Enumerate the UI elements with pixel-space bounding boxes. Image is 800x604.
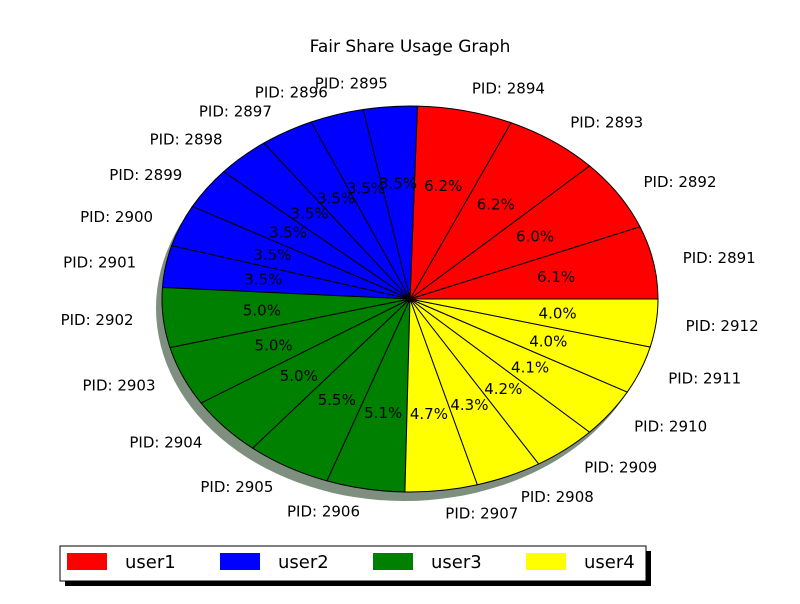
slice-pid-label: PID: 2894 [472,79,545,97]
slice-pid-label: PID: 2898 [150,131,223,149]
legend: user1 user2 user3 user4 [59,545,651,586]
slice-percent-label: 4.1% [511,358,549,376]
slice-percent-label: 5.0% [280,367,318,385]
slice-percent-label: 3.5% [244,270,282,288]
slice-percent-label: 5.1% [364,404,402,422]
slice-pid-label: PID: 2910 [634,418,707,436]
slice-pid-label: PID: 2906 [287,503,360,521]
slice-percent-label: 4.2% [484,380,522,398]
slice-percent-label: 4.3% [450,396,488,414]
slice-percent-label: 3.5% [253,246,291,264]
legend-label-user4: user4 [584,552,635,573]
slice-pid-label: PID: 2900 [80,208,153,226]
slice-pid-label: PID: 2891 [683,249,756,267]
slice-percent-label: 6.1% [537,268,575,286]
slice-pid-label: PID: 2899 [109,166,182,184]
slice-pid-label: PID: 2911 [668,370,741,388]
slice-pid-label: PID: 2903 [82,377,155,395]
slice-pid-label: PID: 2908 [521,488,594,506]
chart-title: Fair Share Usage Graph [310,37,511,57]
legend-label-user1: user1 [125,552,176,573]
pie-slice [409,298,659,348]
legend-swatch-user4 [526,553,566,570]
slice-percent-label: 3.5% [347,179,385,197]
slice-pid-label: PID: 2909 [584,458,657,476]
slice-pid-label: PID: 2912 [686,317,759,335]
legend-label-user2: user2 [278,552,329,573]
legend-swatch-user2 [220,553,260,570]
pie-slices [161,105,659,493]
slice-pid-label: PID: 2902 [61,311,134,329]
slice-pid-label: PID: 2901 [63,254,136,272]
slice-percent-label: 5.0% [255,336,293,354]
slice-percent-label: 6.2% [424,177,462,195]
slice-percent-label: 4.7% [410,405,448,423]
legend-swatch-user1 [67,553,107,570]
slice-percent-label: 6.0% [516,227,554,245]
slice-pid-label: PID: 2893 [570,113,643,131]
legend-label-user3: user3 [431,552,482,573]
slice-pid-label: PID: 2905 [200,478,273,496]
legend-swatch-user3 [373,553,413,570]
slice-percent-label: 6.2% [477,195,515,213]
slice-percent-label: 3.5% [317,190,355,208]
slice-pid-label: PID: 2907 [445,504,518,522]
slice-percent-label: 4.0% [529,333,567,351]
slice-pid-label: PID: 2895 [315,75,388,93]
percent-labels: 6.1%6.0%6.2%6.2%3.5%3.5%3.5%3.5%3.5%3.5%… [243,175,577,423]
slice-pid-label: PID: 2892 [644,173,717,191]
slice-pid-label: PID: 2904 [129,434,202,452]
slice-pid-label: PID: 2896 [255,84,328,102]
slice-percent-label: 3.5% [269,224,307,242]
slice-pid-label: PID: 2897 [199,103,272,121]
slice-percent-label: 3.5% [291,205,329,223]
slice-percent-label: 4.0% [539,305,577,323]
pid-labels: PID: 2891 PID: 2892 PID: 2893 PID: 2894 PID:… [61,75,759,523]
slice-percent-label: 5.0% [243,301,281,319]
slice-percent-label: 5.5% [318,391,356,409]
slice-percent-label: 3.5% [379,175,417,193]
